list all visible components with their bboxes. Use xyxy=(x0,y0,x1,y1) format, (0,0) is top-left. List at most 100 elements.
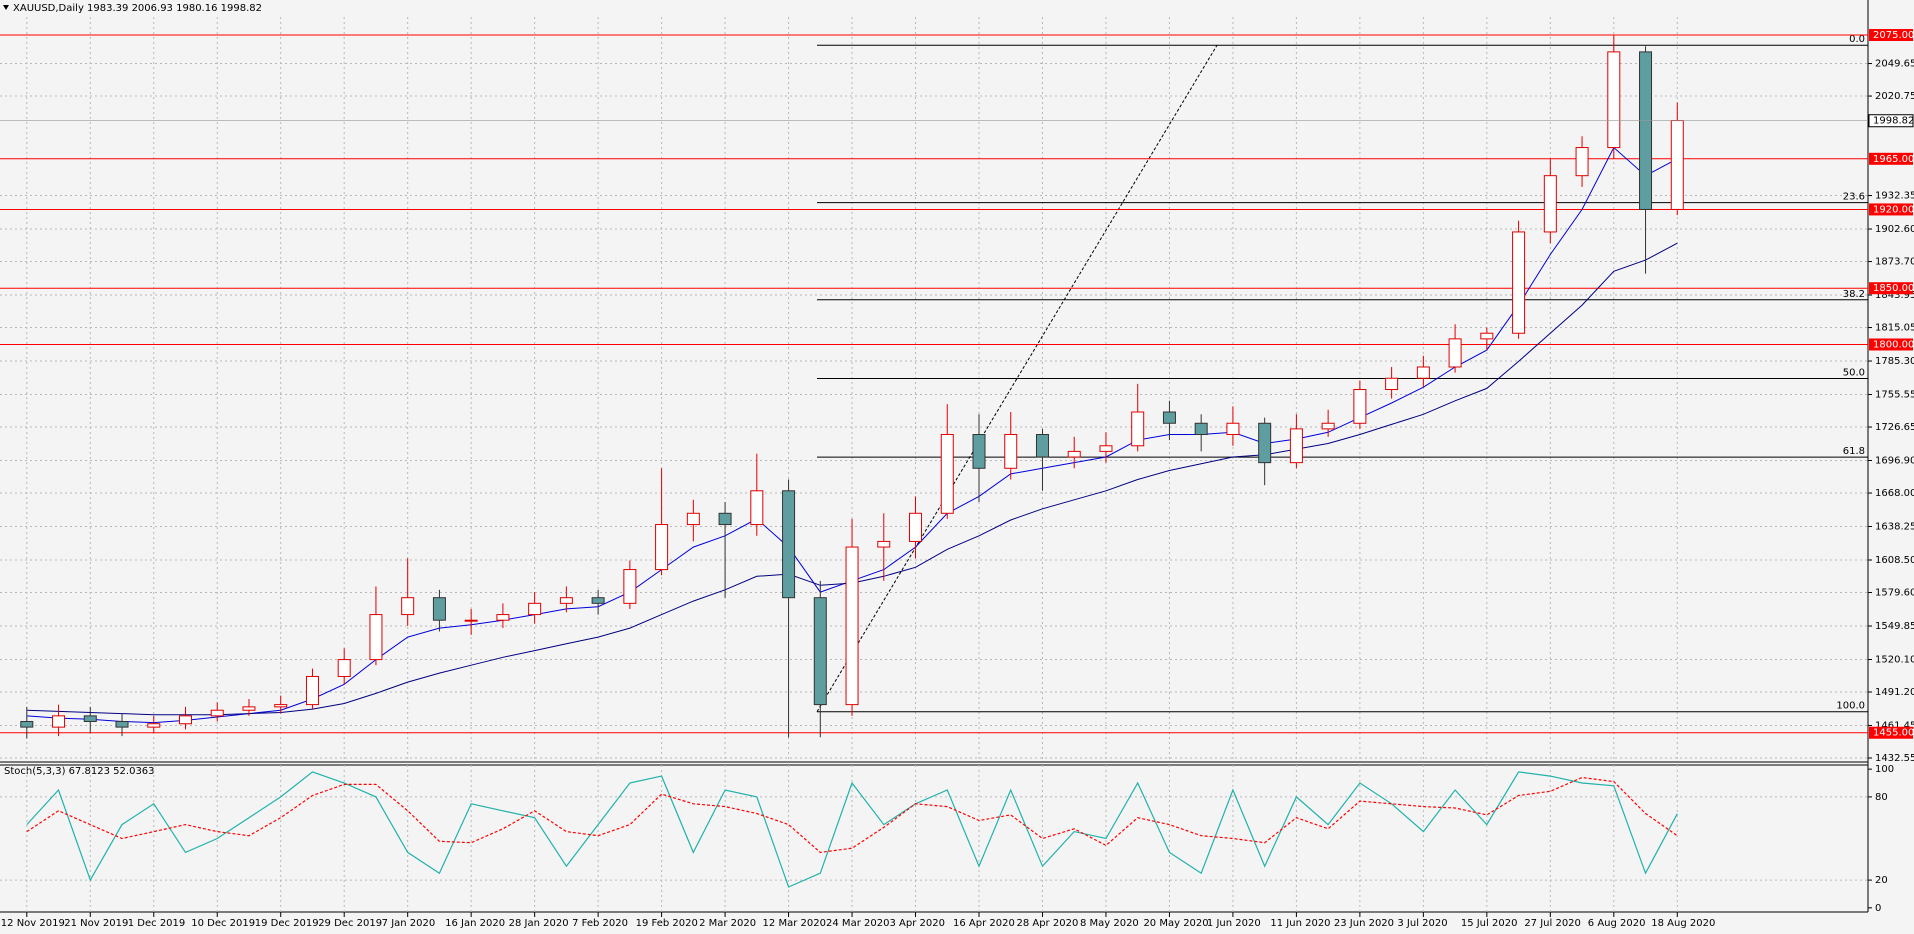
level-label: 1920.00 xyxy=(1873,204,1914,215)
x-tick-label: 1 Jun 2020 xyxy=(1207,918,1261,929)
level-tag xyxy=(1869,29,1913,42)
menu-arrow xyxy=(3,5,9,10)
level-label: 1455.00 xyxy=(1873,728,1914,739)
x-tick-label: 19 Feb 2020 xyxy=(636,918,698,929)
x-tick-label: 16 Jan 2020 xyxy=(445,918,505,929)
candle-body xyxy=(337,659,351,677)
candle-body xyxy=(242,706,256,711)
stochastic-line xyxy=(26,771,1678,888)
y-tick-label: 1520.10 xyxy=(1875,654,1914,665)
fib-label: 50.0 xyxy=(1843,367,1865,378)
y-tick-label: 1461.45 xyxy=(1875,720,1914,731)
level-label: 1850.00 xyxy=(1873,283,1914,294)
x-tick-label: 20 May 2020 xyxy=(1143,918,1208,929)
y-tick-label: 2049.65 xyxy=(1875,59,1914,70)
fib-label: 100.0 xyxy=(1836,701,1865,712)
level-tag xyxy=(1869,282,1913,295)
y-tick-label: 100 xyxy=(1875,764,1894,775)
indicator-title: Stoch(5,3,3) 67.8123 52.0363 xyxy=(4,766,155,777)
candle-body xyxy=(20,720,34,728)
fib-label: 38.2 xyxy=(1843,289,1865,300)
x-tick-label: 23 Jun 2020 xyxy=(1334,918,1394,929)
candle-body xyxy=(1670,120,1684,210)
y-tick-label: 20 xyxy=(1875,875,1888,886)
candle-body xyxy=(1416,366,1430,379)
x-tick-label: 16 Apr 2020 xyxy=(953,918,1015,929)
candle-body xyxy=(845,546,859,706)
y-tick-label: 1843.95 xyxy=(1875,290,1914,301)
candle-body xyxy=(909,512,923,542)
candle-body xyxy=(782,490,796,599)
candle-body xyxy=(274,704,288,708)
y-tick-label: 1549.85 xyxy=(1875,621,1914,632)
x-tick-label: 11 Jun 2020 xyxy=(1270,918,1330,929)
candle-body xyxy=(52,715,66,728)
x-tick-label: 3 Jul 2020 xyxy=(1397,918,1447,929)
y-tick-label: 1491.20 xyxy=(1875,687,1914,698)
candle-body xyxy=(1321,422,1335,430)
candle-body xyxy=(147,723,161,728)
candle-body xyxy=(1512,231,1526,334)
fib-label: 23.6 xyxy=(1843,192,1865,203)
x-tick-label: 19 Dec 2019 xyxy=(255,918,319,929)
y-tick-label: 1668.00 xyxy=(1875,488,1914,499)
x-tick-label: 12 Nov 2019 xyxy=(1,918,65,929)
x-tick-label: 28 Jan 2020 xyxy=(509,918,569,929)
y-tick-label: 1432.55 xyxy=(1875,753,1914,764)
candle-body xyxy=(1575,147,1589,177)
candle-body xyxy=(813,597,827,706)
y-tick-label: 1726.65 xyxy=(1875,422,1914,433)
x-tick-label: 18 Aug 2020 xyxy=(1651,918,1715,929)
candle-body xyxy=(115,720,129,728)
y-tick-label: 2020.75 xyxy=(1875,91,1914,102)
candle-body xyxy=(718,512,732,526)
candle-body xyxy=(1194,422,1208,436)
candle-body xyxy=(1162,411,1176,424)
x-tick-label: 24 Mar 2020 xyxy=(826,918,889,929)
candle-body xyxy=(528,602,542,616)
level-label: 2075.00 xyxy=(1873,30,1914,41)
fib-trend-line xyxy=(816,44,1218,712)
level-tag xyxy=(1869,726,1913,739)
candle-body xyxy=(877,540,891,548)
x-tick-label: 10 Dec 2019 xyxy=(191,918,255,929)
y-tick-label: 1815.05 xyxy=(1875,323,1914,334)
chart-title: XAUUSD,Daily 1983.39 2006.93 1980.16 199… xyxy=(13,3,262,14)
y-tick-label: 1638.25 xyxy=(1875,522,1914,533)
candle-body xyxy=(401,597,415,616)
candle-body xyxy=(496,614,510,621)
candle-body xyxy=(1067,450,1081,458)
candle-body xyxy=(1385,377,1399,390)
candle-body xyxy=(369,614,383,661)
candle-body xyxy=(655,524,669,571)
y-tick-label: 80 xyxy=(1875,792,1888,803)
level-tag xyxy=(1869,203,1913,216)
x-tick-label: 7 Jan 2020 xyxy=(382,918,436,929)
x-tick-label: 7 Feb 2020 xyxy=(572,918,628,929)
candle-body xyxy=(179,715,192,725)
x-tick-label: 12 Mar 2020 xyxy=(763,918,826,929)
y-tick-label: 1932.35 xyxy=(1875,191,1914,202)
x-tick-label: 27 Jul 2020 xyxy=(1524,918,1581,929)
candle-body xyxy=(83,715,97,722)
level-label: 1965.00 xyxy=(1873,154,1914,165)
candle-body xyxy=(972,434,986,469)
candle-body xyxy=(1607,51,1621,149)
y-tick-label: 1579.60 xyxy=(1875,588,1914,599)
y-tick-label: 1696.90 xyxy=(1875,456,1914,467)
candle-body xyxy=(1639,51,1653,210)
candle-body xyxy=(559,597,573,604)
x-tick-label: 28 Apr 2020 xyxy=(1016,918,1078,929)
candle-body xyxy=(750,490,764,526)
candle-body xyxy=(1004,434,1018,469)
candle-body xyxy=(1131,411,1145,447)
candle-body xyxy=(1226,422,1240,436)
candle-body xyxy=(686,512,700,526)
current-price-tag xyxy=(1868,114,1914,128)
fib-label: 0.0 xyxy=(1849,34,1865,45)
fib-label: 61.8 xyxy=(1843,446,1865,457)
candle-body xyxy=(1099,445,1113,452)
x-tick-label: 2 Mar 2020 xyxy=(699,918,756,929)
